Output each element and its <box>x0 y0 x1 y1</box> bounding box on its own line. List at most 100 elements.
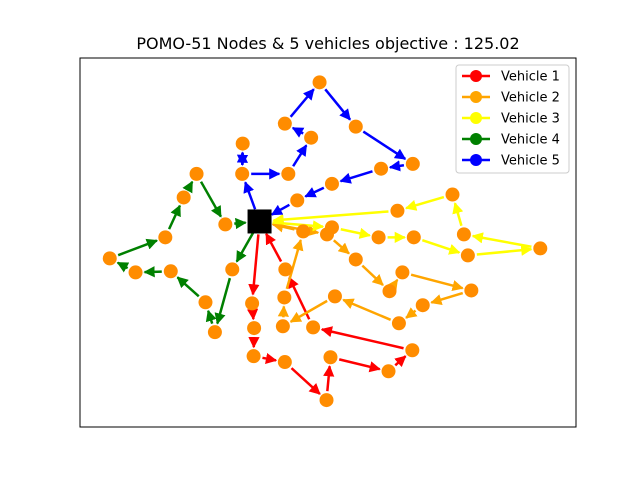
legend-label: Vehicle 1 <box>501 70 560 85</box>
customer-node <box>296 224 311 239</box>
customer-node <box>158 230 173 245</box>
route-segment <box>394 355 407 368</box>
customer-node <box>460 248 475 263</box>
customer-node <box>277 355 292 370</box>
route-segment <box>304 186 325 198</box>
customer-node <box>176 190 191 205</box>
depot-node <box>247 209 272 234</box>
route-segment <box>410 273 464 292</box>
legend-entry-2: Vehicle 2 <box>462 91 560 106</box>
customer-node <box>312 75 327 90</box>
customer-node <box>278 262 293 277</box>
route-segment <box>277 305 289 318</box>
route-segment <box>291 126 305 138</box>
route-vehicle-5 <box>236 88 407 216</box>
route-segment <box>362 130 407 161</box>
route-segment <box>246 308 259 321</box>
route-segment <box>248 234 260 296</box>
customer-node <box>128 265 143 280</box>
customer-node <box>395 265 410 280</box>
route-segment <box>430 291 464 306</box>
route-segment <box>117 238 158 257</box>
depot-layer <box>247 209 272 234</box>
customer-node <box>348 119 363 134</box>
customer-node <box>102 251 117 266</box>
customer-node <box>275 319 290 334</box>
legend-marker <box>470 70 482 82</box>
route-segment <box>471 232 532 249</box>
customer-node <box>405 343 420 358</box>
customer-node <box>198 295 213 310</box>
route-segment <box>262 352 278 365</box>
route-segment <box>338 358 381 373</box>
customer-node <box>235 166 250 181</box>
customer-node <box>390 203 405 218</box>
customer-node <box>247 321 262 336</box>
route-segment <box>182 180 194 194</box>
customer-node <box>218 217 233 232</box>
customer-node <box>327 289 342 304</box>
customer-node <box>406 230 421 245</box>
customer-node <box>381 364 396 379</box>
customer-node <box>323 350 338 365</box>
route-segment <box>452 202 464 227</box>
customer-node <box>374 161 389 176</box>
route-segment <box>285 239 304 290</box>
route-segment <box>361 264 384 286</box>
customer-node <box>306 320 321 335</box>
legend-label: Vehicle 2 <box>501 91 560 106</box>
routes-layer <box>116 88 533 395</box>
customer-node <box>324 220 339 235</box>
route-segment <box>324 88 352 121</box>
legend-label: Vehicle 5 <box>501 154 560 169</box>
customer-node <box>225 262 240 277</box>
customer-node <box>246 349 261 364</box>
legend-marker <box>470 112 482 124</box>
route-segment <box>342 298 392 321</box>
route-segment <box>143 266 162 278</box>
legend-box <box>455 64 570 174</box>
customer-node <box>391 316 406 331</box>
customer-node <box>324 176 339 191</box>
route-vehicle-3 <box>272 195 533 256</box>
route-segment <box>289 88 315 118</box>
legend-marker <box>470 154 482 166</box>
route-segment <box>339 170 373 184</box>
route-segment <box>421 239 461 255</box>
customer-node <box>245 296 260 311</box>
route-segment <box>234 217 247 230</box>
route-segment <box>320 326 404 350</box>
route-segment <box>323 365 335 392</box>
route-segment <box>289 299 328 323</box>
customer-node <box>277 116 292 131</box>
legend-label: Vehicle 3 <box>501 112 560 127</box>
route-segment <box>405 307 418 319</box>
legend-entry-3: Vehicle 3 <box>462 112 560 127</box>
legend-entry-1: Vehicle 1 <box>462 70 560 85</box>
route-vehicle-2 <box>272 221 464 323</box>
customer-node <box>207 325 222 340</box>
route-segment <box>176 276 200 298</box>
route-segment <box>332 239 350 255</box>
route-segment <box>340 227 371 239</box>
route-segment <box>290 367 321 395</box>
customer-node <box>281 166 296 181</box>
route-segment <box>272 210 389 226</box>
customer-node <box>163 264 178 279</box>
customer-node <box>304 130 319 145</box>
customer-node <box>290 193 305 208</box>
customer-node <box>445 187 460 202</box>
customer-node <box>319 393 334 408</box>
route-segment <box>167 204 182 230</box>
route-segment <box>476 244 533 256</box>
customer-node <box>415 298 430 313</box>
route-segment <box>388 160 405 172</box>
legend-label: Vehicle 4 <box>501 133 560 148</box>
route-segment <box>292 144 308 167</box>
route-vehicle-4 <box>116 180 255 325</box>
chart-title: POMO-51 Nodes & 5 vehicles objective : 1… <box>136 34 519 53</box>
customer-node <box>371 230 386 245</box>
customer-node <box>235 136 250 151</box>
customer-node <box>464 283 479 298</box>
